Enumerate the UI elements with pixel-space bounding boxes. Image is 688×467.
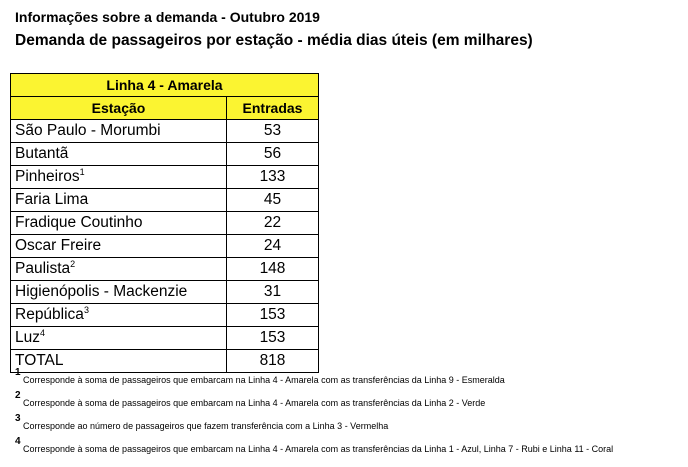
entries-value: 148 bbox=[226, 257, 319, 281]
table-row: Butantã 56 bbox=[10, 142, 319, 166]
table-title: Linha 4 - Amarela bbox=[10, 73, 319, 97]
table-row: Fradique Coutinho 22 bbox=[10, 211, 319, 235]
table-row: Oscar Freire 24 bbox=[10, 234, 319, 258]
footnote: 2 Corresponde à soma de passageiros que … bbox=[15, 390, 680, 417]
footnote-text: Corresponde à soma de passageiros que em… bbox=[23, 375, 505, 385]
footnote: 3 Corresponde ao número de passageiros q… bbox=[15, 413, 680, 440]
footnote: 1 Corresponde à soma de passageiros que … bbox=[15, 367, 680, 394]
station-name: Higienópolis - Mackenzie bbox=[10, 280, 227, 304]
footnote: 4 Corresponde à soma de passageiros que … bbox=[15, 436, 680, 463]
entries-value: 153 bbox=[226, 326, 319, 350]
station-name: Paulista2 bbox=[10, 257, 227, 281]
station-name: Oscar Freire bbox=[10, 234, 227, 258]
footnote-marker: 1 bbox=[15, 367, 21, 378]
demand-table: Linha 4 - Amarela Estação Entradas São P… bbox=[10, 73, 319, 373]
column-header-station: Estação bbox=[10, 96, 227, 120]
table-row: São Paulo - Morumbi 53 bbox=[10, 119, 319, 143]
footnote-ref: 4 bbox=[40, 328, 46, 338]
entries-value: 31 bbox=[226, 280, 319, 304]
station-name: Faria Lima bbox=[10, 188, 227, 212]
footnote-marker: 4 bbox=[15, 436, 21, 447]
footnote-text: Corresponde ao número de passageiros que… bbox=[23, 421, 389, 431]
table-title-row: Linha 4 - Amarela bbox=[10, 73, 319, 97]
footnote-text: Corresponde à soma de passageiros que em… bbox=[23, 398, 486, 408]
entries-value: 53 bbox=[226, 119, 319, 143]
entries-value: 45 bbox=[226, 188, 319, 212]
total-row: TOTAL 818 bbox=[10, 349, 319, 373]
document-subtitle: Demanda de passageiros por estação - méd… bbox=[15, 32, 533, 49]
table-row: República3 153 bbox=[10, 303, 319, 327]
total-value: 818 bbox=[226, 349, 319, 373]
table-row: Faria Lima 45 bbox=[10, 188, 319, 212]
station-name: República3 bbox=[10, 303, 227, 327]
station-name: Fradique Coutinho bbox=[10, 211, 227, 235]
column-header-entries: Entradas bbox=[226, 96, 319, 120]
entries-value: 153 bbox=[226, 303, 319, 327]
station-name: São Paulo - Morumbi bbox=[10, 119, 227, 143]
entries-value: 24 bbox=[226, 234, 319, 258]
table-row: Higienópolis - Mackenzie 31 bbox=[10, 280, 319, 304]
footnote-ref: 1 bbox=[79, 167, 85, 177]
footnotes: 1 Corresponde à soma de passageiros que … bbox=[15, 367, 680, 463]
footnote-text: Corresponde à soma de passageiros que em… bbox=[23, 444, 614, 454]
entries-value: 22 bbox=[226, 211, 319, 235]
footnote-ref: 3 bbox=[83, 305, 89, 315]
table-row: Pinheiros1 133 bbox=[10, 165, 319, 189]
total-label: TOTAL bbox=[10, 349, 227, 373]
document-title: Informações sobre a demanda - Outubro 20… bbox=[15, 9, 320, 25]
station-name: Butantã bbox=[10, 142, 227, 166]
table-row: Paulista2 148 bbox=[10, 257, 319, 281]
station-name: Luz4 bbox=[10, 326, 227, 350]
footnote-marker: 3 bbox=[15, 413, 21, 424]
table-header-row: Estação Entradas bbox=[10, 96, 319, 120]
footnote-marker: 2 bbox=[15, 390, 21, 401]
table-row: Luz4 153 bbox=[10, 326, 319, 350]
entries-value: 56 bbox=[226, 142, 319, 166]
station-name: Pinheiros1 bbox=[10, 165, 227, 189]
entries-value: 133 bbox=[226, 165, 319, 189]
footnote-ref: 2 bbox=[70, 259, 76, 269]
